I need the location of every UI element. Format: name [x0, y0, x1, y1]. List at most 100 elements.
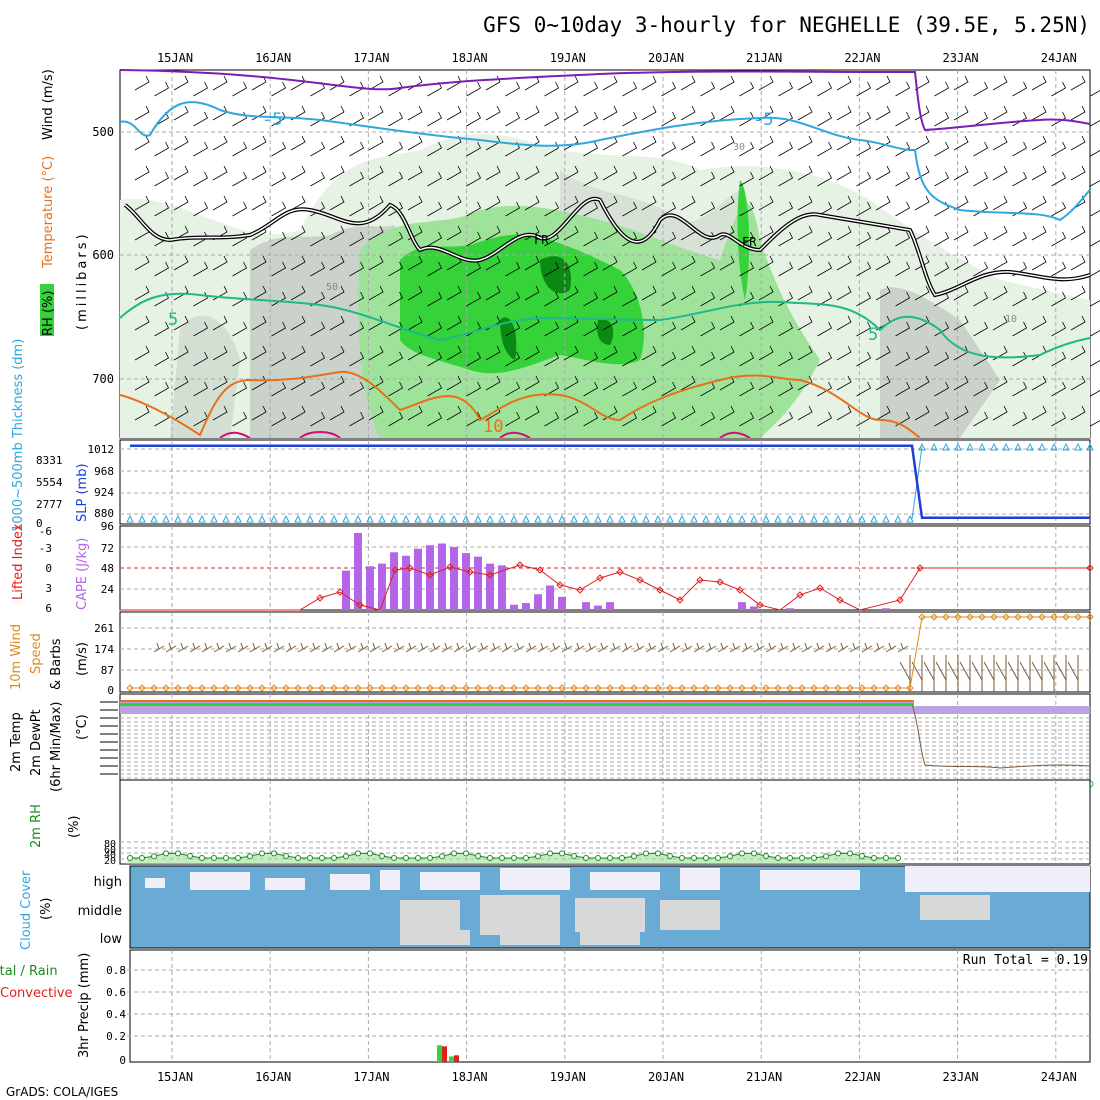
temp2m-band-right: [914, 706, 1090, 714]
ylabel-rh-units: (%): [67, 816, 82, 839]
thick-tick-0: 0: [36, 517, 43, 530]
li-tick-m6: -6: [39, 525, 52, 538]
precip-bars: [437, 1045, 459, 1062]
temp2m-dewpt-drop: [911, 704, 1091, 769]
label-rh10: 10: [1005, 314, 1017, 325]
cape-bar: [582, 602, 590, 610]
thick-tick-5554: 5554: [36, 476, 63, 489]
cloud-level-high: high: [94, 875, 122, 890]
label-rh50: 50: [326, 282, 338, 293]
cape-bar: [390, 552, 398, 610]
li-tick-6: 6: [45, 602, 52, 615]
precip-run-total: Run Total = 0.19: [963, 953, 1088, 968]
precip-tick-0.4: 0.4: [106, 1008, 126, 1021]
ylabel-speed: Speed: [29, 633, 44, 674]
ylabel-barbs: & Barbs: [49, 638, 64, 690]
ylabel-10m-wind: 10m Wind: [9, 624, 24, 690]
li-tick-m3: -3: [39, 542, 52, 555]
cape-bar: [498, 565, 506, 610]
date-label: 15JAN: [157, 51, 193, 65]
cloud-panel: high middle low Cloud Cover (%): [19, 865, 1091, 950]
precip-total-bar: [437, 1045, 442, 1062]
wind10m-barbs: [153, 642, 1079, 692]
cape-bar: [522, 603, 530, 610]
ylabel-cape: CAPE (J/kg): [75, 538, 90, 610]
cape-bar: [558, 596, 566, 610]
cape-bar: [414, 548, 422, 610]
cape-tick-24: 24: [101, 583, 115, 596]
date-label: 17JAN: [353, 1070, 389, 1084]
wind-tick-87: 87: [101, 664, 114, 677]
ytick-700: 700: [92, 372, 114, 386]
date-axis-bottom: 15JAN 16JAN 17JAN 18JAN 19JAN 20JAN 21JAN 22JAN…: [157, 1070, 1077, 1084]
wind-tick-174: 174: [94, 643, 114, 656]
ylabel-wind: Wind (m/s): [41, 69, 56, 140]
cape-bar: [378, 563, 386, 610]
rh-tick-20: 20: [104, 856, 116, 867]
date-label: 19JAN: [550, 51, 586, 65]
grid-temp2m: [120, 694, 1090, 780]
wind-tick-261: 261: [94, 622, 114, 635]
cape-bar: [486, 563, 494, 610]
ylabel-2m-temp: 2m Temp: [9, 712, 24, 772]
cloud-level-low: low: [100, 932, 123, 947]
grid-upper: [120, 70, 1090, 438]
rh2m-markers: [127, 850, 901, 861]
slp-tick-924: 924: [94, 486, 114, 499]
cape-panel: -6 -3 0 3 6 96 72 48 24 Lifted Index CAP…: [11, 520, 1094, 615]
chart-title: GFS 0~10day 3-hourly for NEGHELLE (39.5E…: [483, 13, 1090, 37]
ylabel-pressure: (millibars): [75, 231, 90, 330]
ylabel-lifted-index: Lifted Index: [11, 523, 26, 600]
precip-tick-0.8: 0.8: [106, 964, 126, 977]
cloud-high-gaps: [145, 866, 1090, 892]
date-label: 20JAN: [648, 51, 684, 65]
wind10m-speed-line: [130, 616, 1090, 689]
cloud-low-gaps: [400, 930, 640, 945]
slp-tick-968: 968: [94, 465, 114, 478]
slp-tick-1012: 1012: [88, 443, 115, 456]
date-label: 22JAN: [844, 51, 880, 65]
lifted-index-markers: [316, 561, 1094, 609]
date-label: 21JAN: [746, 51, 782, 65]
precip-convective-bar: [454, 1055, 459, 1062]
date-label: 16JAN: [255, 1070, 291, 1084]
lifted-index-line: [120, 564, 1090, 611]
slp-tick-880: 880: [94, 507, 114, 520]
date-label: 15JAN: [157, 1070, 193, 1084]
cape-bar: [462, 553, 470, 610]
rh-legend-swatch: [40, 284, 54, 336]
cape-bar: [738, 602, 746, 610]
ylabel-degc: (°C): [75, 714, 90, 740]
thick-tick-2777: 2777: [36, 498, 63, 511]
cape-bar: [786, 608, 794, 610]
ylabel-rh: RH (%): [41, 291, 56, 336]
date-label: 18JAN: [452, 51, 488, 65]
date-label: 24JAN: [1041, 1070, 1077, 1084]
thickness-markers: [126, 442, 1094, 523]
upper-wind-barbs: [134, 75, 1100, 427]
cape-bar: [402, 555, 410, 610]
precip-tick-0: 0: [119, 1054, 126, 1067]
ylabel-convective: Convective: [0, 986, 73, 1001]
date-label: 22JAN: [844, 1070, 880, 1084]
footer-credit: GrADS: COLA/IGES: [6, 1085, 118, 1099]
temp-contour-minus5: [119, 101, 1091, 222]
rh2m-panel: 80 60 40 20 2m RH (%): [29, 779, 1091, 867]
date-label: 24JAN: [1041, 51, 1077, 65]
slp-line: [130, 444, 1090, 520]
cape-bar: [606, 602, 614, 610]
cape-bar: [354, 533, 362, 610]
cape-bar: [474, 556, 482, 610]
precip-convective-bar: [442, 1046, 447, 1062]
ylabel-total-rain: Total / Rain: [0, 964, 58, 979]
slp-panel: 1012 968 924 880 8331 5554 2777 0 1000~5…: [11, 339, 1094, 532]
label-rh30: 30: [733, 142, 745, 153]
rh-tick-60: 60: [104, 845, 116, 856]
ylabel-cloud-cover: Cloud Cover: [19, 870, 34, 950]
ylabel-2m-dewpt: 2m DewPt: [29, 709, 44, 776]
temp2m-band-green: [120, 703, 914, 706]
cape-bar: [750, 606, 758, 610]
cape-tick-48: 48: [101, 562, 114, 575]
ylabel-wind-units: (m/s): [75, 642, 90, 676]
